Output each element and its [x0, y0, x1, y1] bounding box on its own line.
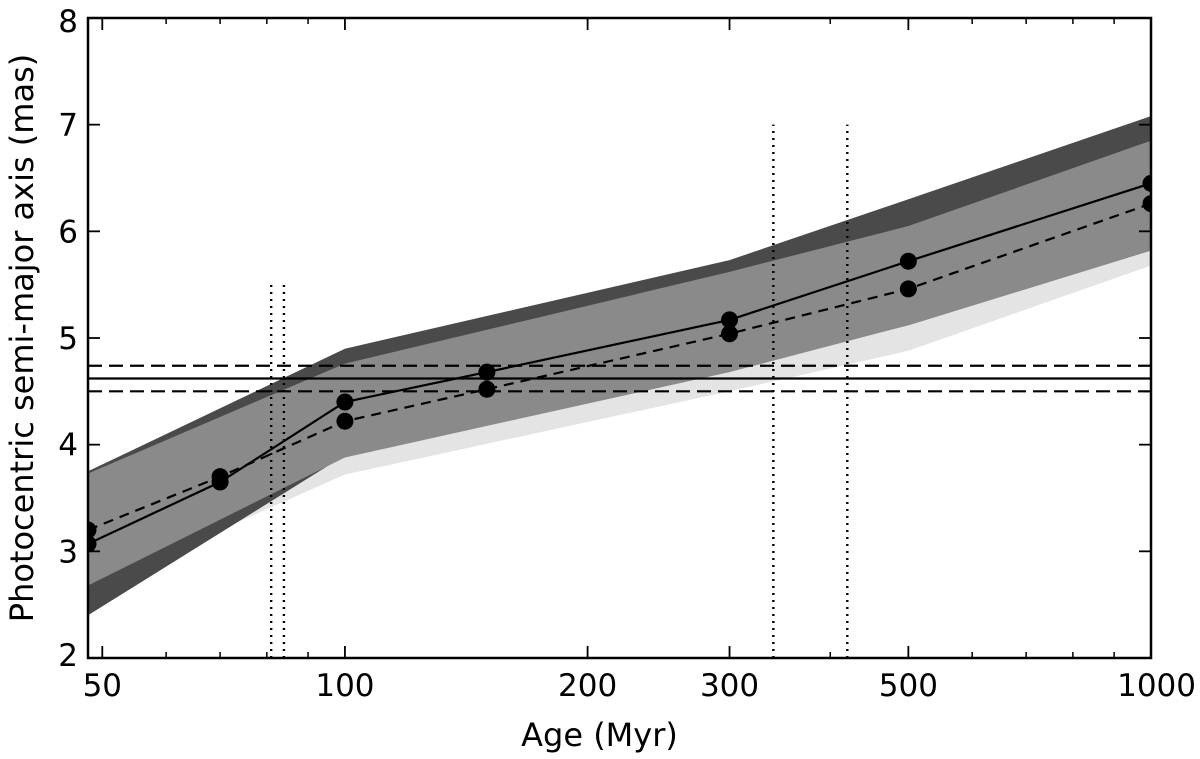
data-point-1-1	[211, 468, 229, 486]
y-tick-label: 6	[58, 214, 78, 250]
y-tick-label: 4	[58, 428, 78, 464]
plot-frame	[86, 16, 1153, 660]
data-point-0-4	[721, 311, 739, 329]
age-limit-lines-layer	[269, 124, 849, 658]
data-point-0-6	[1142, 174, 1151, 192]
tick-labels-layer: 50 100 200 300 500 1000 2 3 4 5 6 7 8	[58, 4, 1196, 704]
x-tick-label: 300	[700, 668, 759, 704]
x-tick-label: 500	[879, 668, 938, 704]
x-tick-label: 100	[315, 668, 374, 704]
data-point-0-0	[88, 535, 97, 553]
data-point-1-6	[1142, 195, 1151, 213]
x-axis-label: Age (Myr)	[521, 716, 678, 754]
x-tick-label: 200	[558, 668, 617, 704]
y-tick-label: 8	[58, 4, 78, 40]
data-point-1-4	[721, 325, 739, 343]
y-tick-label: 3	[58, 534, 78, 570]
data-point-0-2	[336, 393, 354, 411]
x-tick-label: 50	[83, 668, 122, 704]
confidence-band-2	[88, 140, 1151, 586]
data-point-1-5	[899, 280, 917, 298]
data-point-1-2	[336, 412, 354, 430]
y-tick-label: 7	[58, 108, 78, 144]
series-layer	[88, 174, 1151, 553]
data-point-1-3	[478, 380, 496, 398]
y-axis-label: Photocentric semi-major axis (mas)	[3, 54, 41, 622]
data-point-0-3	[478, 363, 496, 381]
data-point-1-0	[88, 521, 97, 539]
y-tick-label: 2	[58, 638, 78, 674]
data-point-0-5	[899, 252, 917, 270]
y-tick-label: 5	[58, 321, 78, 357]
reference-lines-layer	[88, 364, 1151, 393]
x-tick-label: 1000	[1117, 668, 1196, 704]
